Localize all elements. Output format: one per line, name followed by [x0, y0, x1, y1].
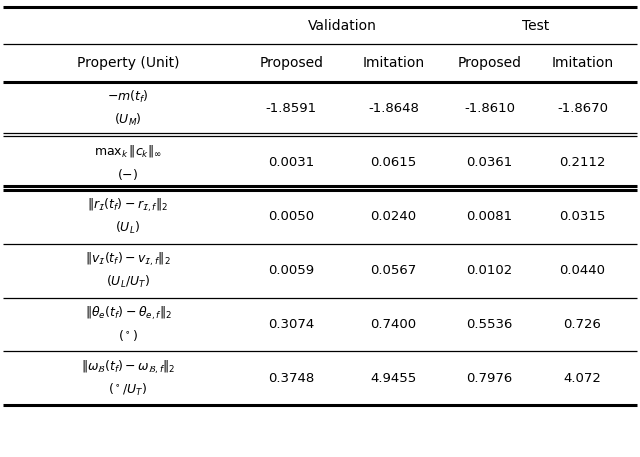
Text: $(U_M)$: $(U_M)$	[114, 112, 142, 128]
Text: Imitation: Imitation	[362, 56, 425, 70]
Text: 0.2112: 0.2112	[559, 156, 605, 169]
Text: -1.8610: -1.8610	[464, 102, 515, 115]
Text: 0.0031: 0.0031	[268, 156, 314, 169]
Text: Proposed: Proposed	[259, 56, 323, 70]
Text: $\|r_{\mathcal{I}}(t_f) - r_{\mathcal{I},f}\|_2$: $\|r_{\mathcal{I}}(t_f) - r_{\mathcal{I}…	[88, 197, 168, 214]
Text: $(^\circ/U_T)$: $(^\circ/U_T)$	[108, 382, 148, 398]
Text: Proposed: Proposed	[458, 56, 522, 70]
Text: 0.0081: 0.0081	[467, 210, 513, 223]
Text: 4.9455: 4.9455	[371, 372, 417, 385]
Text: 0.0050: 0.0050	[268, 210, 314, 223]
Text: $(^\circ)$: $(^\circ)$	[118, 329, 138, 343]
Text: 0.726: 0.726	[563, 318, 602, 331]
Text: 0.0567: 0.0567	[371, 264, 417, 277]
Text: $\|v_{\mathcal{I}}(t_f) - v_{\mathcal{I},f}\|_2$: $\|v_{\mathcal{I}}(t_f) - v_{\mathcal{I}…	[85, 250, 171, 268]
Text: Validation: Validation	[308, 19, 377, 32]
Text: 0.7976: 0.7976	[467, 372, 513, 385]
Text: 4.072: 4.072	[563, 372, 602, 385]
Text: $(U_L)$: $(U_L)$	[115, 220, 141, 236]
Text: 0.0615: 0.0615	[371, 156, 417, 169]
Text: Test: Test	[522, 19, 550, 32]
Text: $\|\theta_e(t_f) - \theta_{e,f}\|_2$: $\|\theta_e(t_f) - \theta_{e,f}\|_2$	[84, 304, 172, 322]
Text: Imitation: Imitation	[551, 56, 614, 70]
Text: $(U_L/U_T)$: $(U_L/U_T)$	[106, 274, 150, 290]
Text: 0.3074: 0.3074	[268, 318, 314, 331]
Text: Property (Unit): Property (Unit)	[77, 56, 179, 70]
Text: 0.0361: 0.0361	[467, 156, 513, 169]
Text: $\mathrm{max}_k\,\|c_k\|_\infty$: $\mathrm{max}_k\,\|c_k\|_\infty$	[94, 143, 162, 159]
Text: -1.8591: -1.8591	[266, 102, 317, 115]
Text: 0.0440: 0.0440	[559, 264, 605, 277]
Text: 0.0102: 0.0102	[467, 264, 513, 277]
Text: $\|\omega_{\mathcal{B}}(t_f) - \omega_{\mathcal{B},f}\|_2$: $\|\omega_{\mathcal{B}}(t_f) - \omega_{\…	[81, 358, 175, 376]
Text: $-m(t_f)$: $-m(t_f)$	[107, 89, 149, 106]
Text: 0.0059: 0.0059	[268, 264, 314, 277]
Text: 0.3748: 0.3748	[268, 372, 314, 385]
Text: -1.8648: -1.8648	[368, 102, 419, 115]
Text: 0.0315: 0.0315	[559, 210, 605, 223]
Text: 0.5536: 0.5536	[467, 318, 513, 331]
Text: $(-)$: $(-)$	[117, 167, 139, 181]
Text: 0.0240: 0.0240	[371, 210, 417, 223]
Text: 0.7400: 0.7400	[371, 318, 417, 331]
Text: -1.8670: -1.8670	[557, 102, 608, 115]
